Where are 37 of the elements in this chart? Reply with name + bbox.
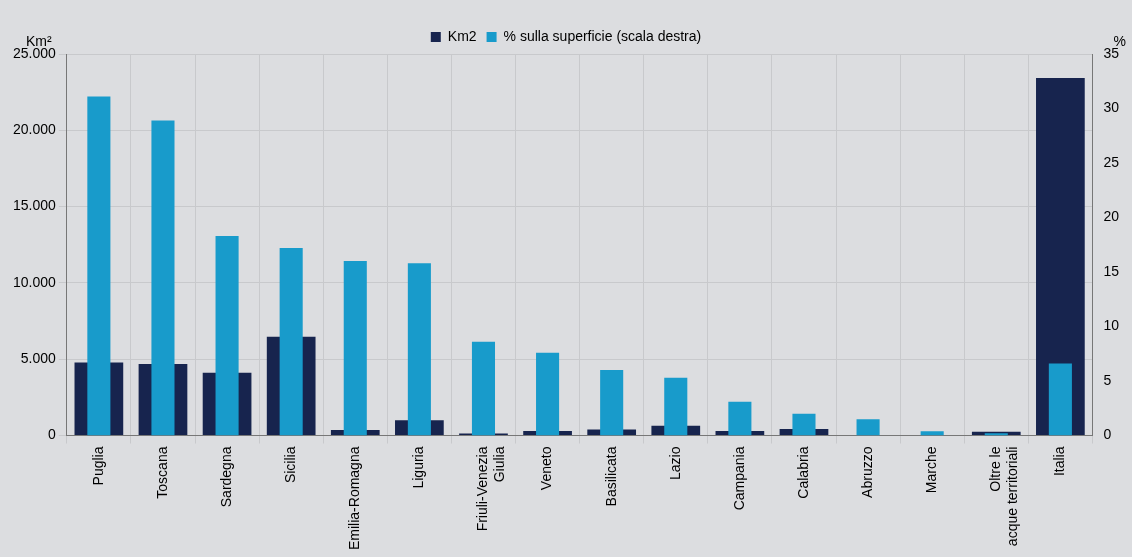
- x-tick-label: Sicilia: [282, 446, 299, 484]
- x-tick-label: Campania: [730, 446, 747, 511]
- bar: [920, 431, 944, 436]
- x-tick-label: Lazio: [666, 446, 683, 480]
- y2-tick-label: 25: [1103, 153, 1120, 170]
- y-tick-label: 15.000: [12, 197, 57, 214]
- x-tick-label: Abruzzo: [858, 446, 875, 498]
- x-tick-label: Oltre le acque territoriali: [987, 446, 1020, 547]
- y-axis-title: Km²: [26, 33, 52, 49]
- legend-label: Km2: [447, 27, 477, 44]
- x-tick-label: Toscana: [153, 446, 170, 499]
- x-tick-label: Italia: [1051, 446, 1068, 477]
- bar: [856, 419, 880, 436]
- x-tick-label: Sardegna: [217, 446, 234, 508]
- x-tick-label: Puglia: [89, 446, 106, 486]
- y-tick-label: 20.000: [12, 121, 57, 138]
- x-tick-label: Liguria: [410, 446, 427, 489]
- y2-tick-label: 5: [1103, 371, 1112, 388]
- y2-tick-label: 10: [1103, 317, 1120, 334]
- y2-tick-label: 15: [1103, 262, 1120, 279]
- x-tick-label: Marche: [923, 446, 940, 494]
- bar: [984, 433, 1008, 436]
- y2-tick-label: 30: [1103, 99, 1120, 116]
- y2-tick-label: 20: [1103, 208, 1120, 225]
- y2-tick-label: 0: [1103, 426, 1112, 443]
- x-tick-label: Emilia-Romagna: [346, 446, 363, 550]
- bar: [1036, 77, 1085, 436]
- x-tick-label: Calabria: [794, 446, 811, 499]
- y2-axis-title: %: [1113, 33, 1126, 49]
- y-tick-label: 10.000: [12, 273, 57, 290]
- x-tick-label: Friuli-Venezia Giulia: [474, 446, 508, 532]
- legend-label: % sulla superficie (scala destra): [503, 27, 702, 44]
- y-tick-label: 5.000: [20, 350, 57, 367]
- y-tick-label: 0: [48, 426, 57, 443]
- bar: [1048, 363, 1072, 436]
- x-tick-label: Veneto: [538, 446, 555, 491]
- x-tick-label: Basilicata: [602, 446, 619, 507]
